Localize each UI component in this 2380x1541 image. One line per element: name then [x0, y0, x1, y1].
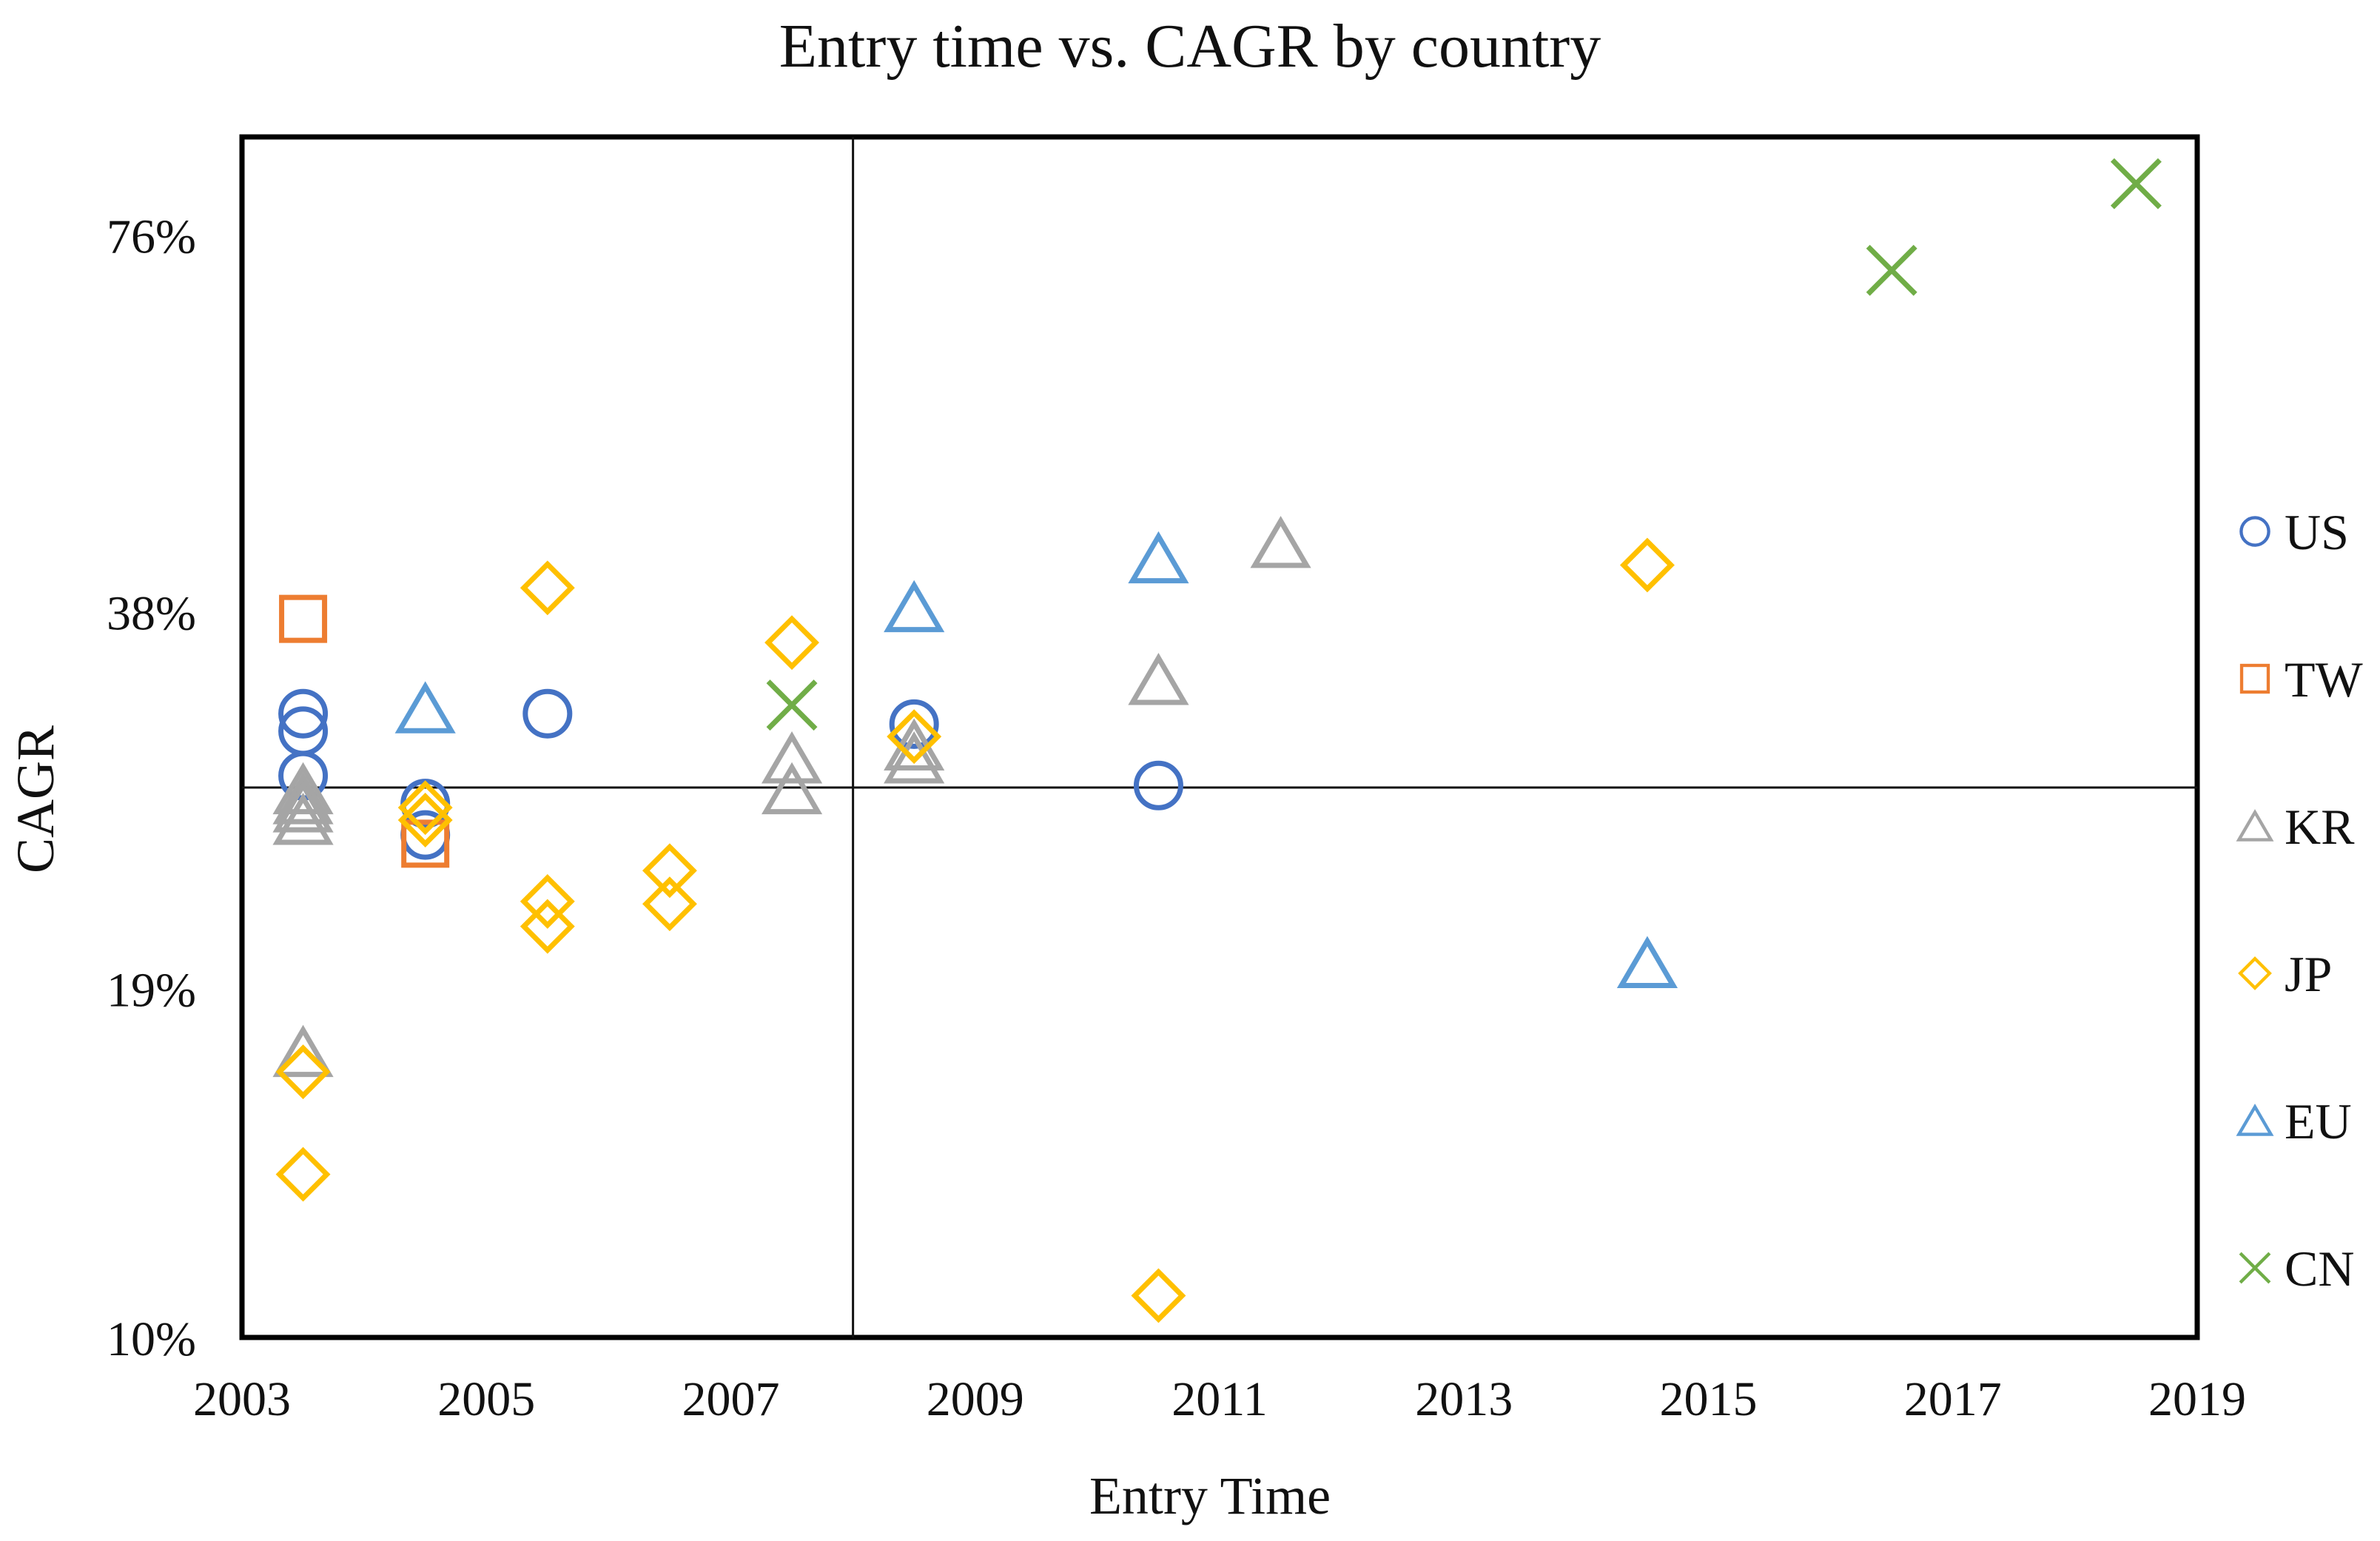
legend-label: KR: [2285, 799, 2355, 855]
legend: US TW KR JP EU CN: [2236, 504, 2364, 1297]
point-jp: [764, 615, 820, 671]
legend-label: US: [2285, 504, 2349, 560]
x-tick-label: 2011: [1171, 1372, 1268, 1426]
point-us: [278, 688, 329, 739]
point-jp: [642, 876, 697, 932]
plot-area: [239, 134, 2200, 1340]
point-cn: [766, 679, 818, 731]
legend-item-us: US: [2239, 504, 2349, 560]
point-eu: [394, 681, 456, 733]
point-kr: [272, 780, 334, 833]
legend-marker-kr: [2236, 809, 2274, 842]
x-axis-label: Entry Time: [1089, 1466, 1331, 1525]
chart-title: Entry time vs. CAGR by country: [779, 12, 1601, 81]
x-tick-label: 2005: [437, 1372, 535, 1426]
point-kr: [884, 731, 945, 784]
legend-marker-cn: [2239, 1252, 2271, 1284]
x-tick-label: 2015: [1660, 1372, 1758, 1426]
point-jp: [397, 780, 453, 836]
point-jp: [275, 1146, 331, 1202]
x-tick-label: 2009: [927, 1372, 1024, 1426]
legend-marker-tw: [2239, 663, 2270, 694]
point-us: [1133, 760, 1183, 810]
point-kr: [272, 793, 334, 845]
point-kr: [272, 1024, 334, 1078]
data-points: [272, 158, 2162, 1323]
point-jp: [520, 899, 575, 954]
legend-label: CN: [2285, 1240, 2354, 1297]
y-axis-ticks: 10% 19% 38% 76%: [107, 209, 196, 1366]
point-jp: [1131, 1268, 1186, 1323]
point-jp: [520, 560, 575, 616]
legend-item-tw: TW: [2239, 651, 2364, 708]
point-cn: [1866, 244, 1917, 296]
point-kr: [272, 762, 334, 815]
point-us: [889, 699, 939, 749]
x-tick-label: 2017: [1904, 1372, 2002, 1426]
point-jp: [642, 843, 697, 899]
legend-item-cn: CN: [2239, 1240, 2354, 1297]
point-tw: [279, 594, 328, 643]
y-tick-label: 19%: [107, 964, 196, 1018]
x-tick-label: 2003: [193, 1372, 291, 1426]
point-tw: [401, 819, 450, 868]
legend-marker-eu: [2236, 1104, 2274, 1136]
legend-label: TW: [2285, 651, 2364, 708]
legend-marker-jp: [2238, 956, 2272, 990]
y-tick-label: 38%: [107, 586, 196, 640]
legend-item-jp: JP: [2238, 946, 2332, 1002]
y-tick-label: 10%: [107, 1312, 196, 1366]
point-kr: [1128, 653, 1189, 705]
point-eu: [884, 580, 945, 633]
point-eu: [1128, 531, 1189, 584]
reference-lines: [242, 137, 2197, 1337]
point-jp: [275, 1044, 331, 1100]
point-kr: [1250, 515, 1311, 568]
legend-label: JP: [2285, 946, 2332, 1002]
point-jp: [1619, 537, 1675, 593]
point-jp: [887, 709, 942, 765]
point-kr: [761, 731, 823, 784]
point-jp: [397, 793, 453, 847]
legend-marker-us: [2239, 516, 2270, 547]
point-us: [522, 688, 573, 739]
legend-label: EU: [2285, 1093, 2352, 1149]
x-axis-ticks: 2003 2005 2007 2009 2011 2013 2015 2017 2019: [193, 1372, 2246, 1426]
legend-item-kr: KR: [2236, 799, 2355, 855]
point-eu: [1616, 936, 1678, 989]
point-kr: [761, 762, 823, 815]
y-axis-label: CAGR: [6, 725, 65, 873]
point-cn: [2110, 158, 2162, 209]
point-kr: [272, 772, 334, 825]
x-tick-label: 2013: [1415, 1372, 1513, 1426]
legend-item-eu: EU: [2236, 1093, 2352, 1149]
y-tick-label: 76%: [107, 209, 196, 263]
x-tick-label: 2019: [2148, 1372, 2246, 1426]
point-jp: [520, 873, 575, 929]
x-tick-label: 2007: [682, 1372, 780, 1426]
